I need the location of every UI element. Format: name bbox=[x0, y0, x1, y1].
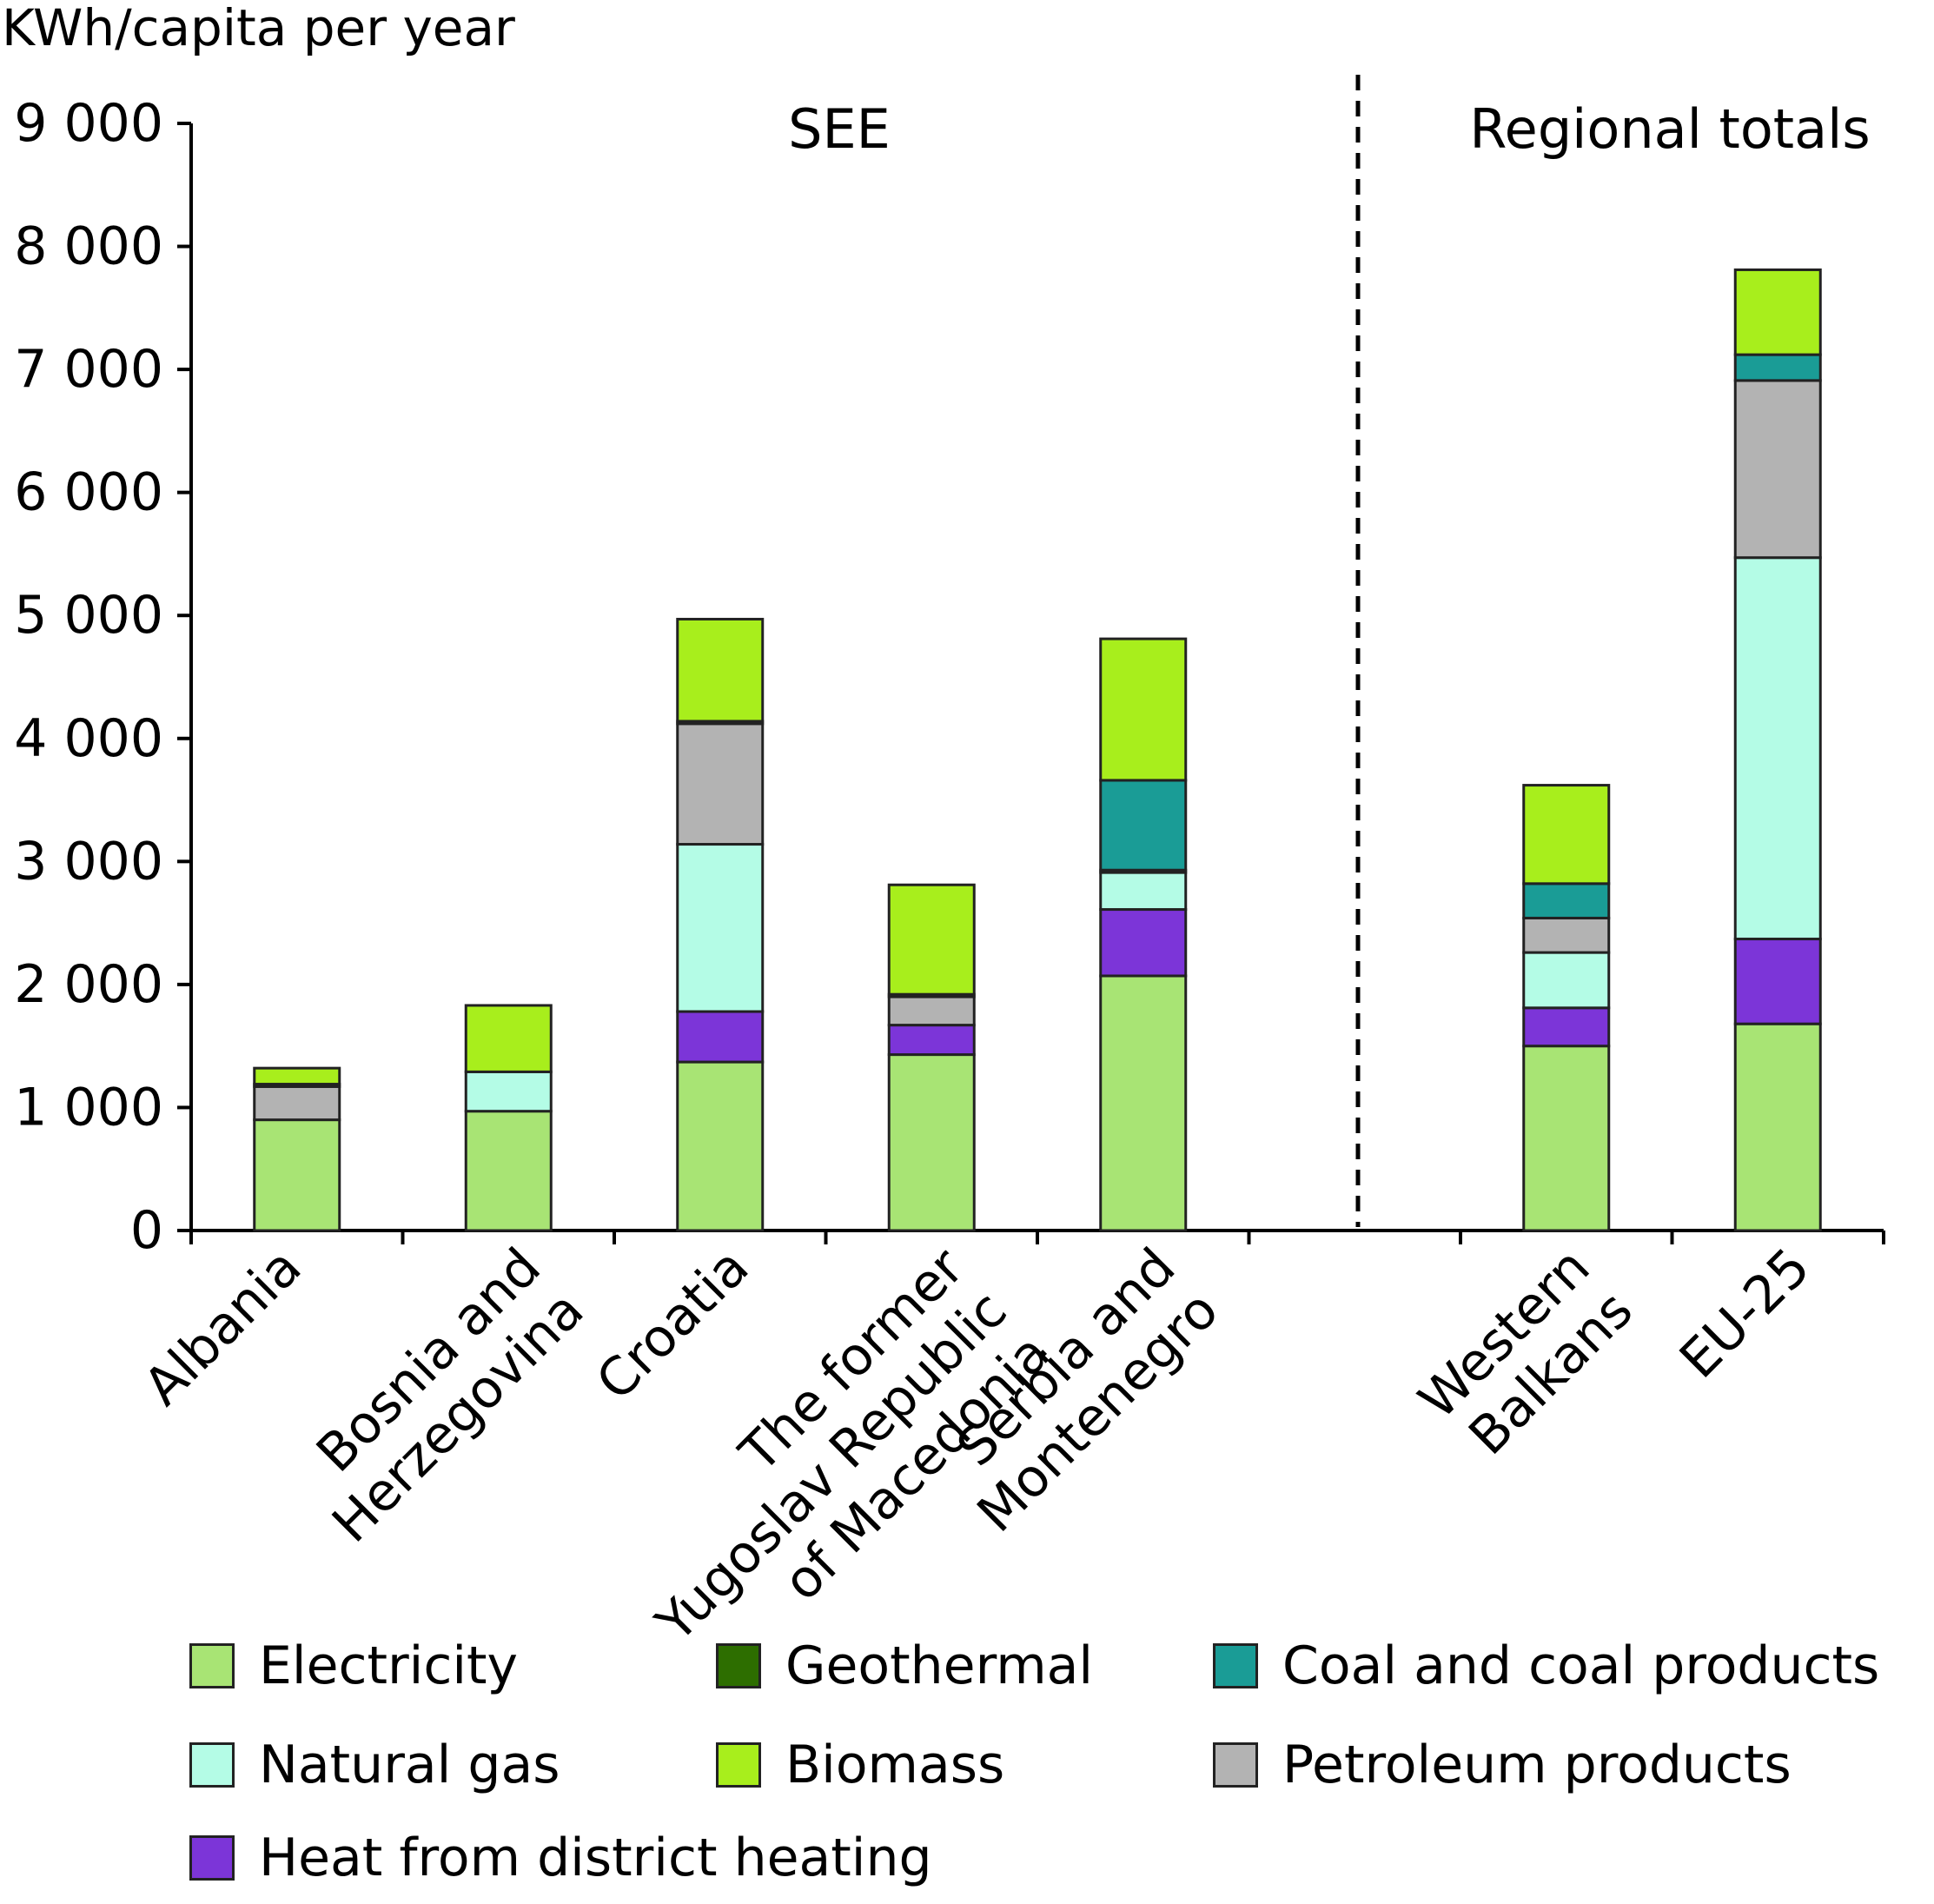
bar-segment bbox=[1522, 882, 1611, 919]
bar-stack bbox=[887, 883, 976, 1232]
x-axis bbox=[189, 1229, 1885, 1244]
bar-segment bbox=[464, 1070, 553, 1113]
x-tick-label: Croatia bbox=[585, 1237, 760, 1412]
bar-segment bbox=[464, 1110, 553, 1232]
bar-segment bbox=[887, 1024, 976, 1057]
bar-stack bbox=[1522, 784, 1611, 1232]
bar-stack bbox=[464, 1004, 553, 1232]
bar-segment bbox=[887, 995, 976, 1027]
bar-segment bbox=[1099, 974, 1188, 1232]
group-label-see: SEE bbox=[788, 97, 891, 161]
bar-segment bbox=[1522, 1045, 1611, 1232]
bar-segment bbox=[1733, 268, 1822, 356]
bar-segment bbox=[1099, 779, 1188, 872]
bar-segment bbox=[676, 1010, 765, 1064]
y-tick-label: 9 000 bbox=[14, 93, 163, 154]
bars bbox=[253, 268, 1822, 1232]
bar-segment bbox=[1099, 871, 1188, 912]
bar-segment bbox=[1733, 1022, 1822, 1232]
bar-segment bbox=[1733, 353, 1822, 382]
bar-stack bbox=[1733, 268, 1822, 1232]
bar-stack bbox=[253, 1066, 341, 1232]
y-tick-label: 4 000 bbox=[14, 708, 163, 769]
y-axis-label: KWh/capita per year bbox=[2, 0, 515, 57]
bar-segment bbox=[676, 722, 765, 846]
bar-segment bbox=[676, 617, 765, 723]
y-tick-label: 3 000 bbox=[14, 831, 163, 892]
bar-segment bbox=[887, 883, 976, 996]
bar-segment bbox=[464, 1004, 553, 1073]
bar-segment bbox=[253, 1118, 341, 1232]
bar-segment bbox=[676, 1060, 765, 1232]
x-tick-label: Albania bbox=[132, 1237, 313, 1417]
bar-segment bbox=[1733, 556, 1822, 941]
bar-segment bbox=[1733, 938, 1822, 1025]
bar-segment bbox=[676, 843, 765, 1013]
x-tick-label: Bosnia andHerzegovina bbox=[278, 1237, 595, 1554]
x-tick-label: WesternBalkans bbox=[1407, 1237, 1645, 1474]
bar-segment bbox=[1522, 951, 1611, 1010]
y-tick-label: 8 000 bbox=[14, 216, 163, 277]
bar-segment bbox=[1099, 908, 1188, 978]
bar-segment bbox=[1733, 379, 1822, 560]
bar-stack bbox=[1099, 637, 1188, 1232]
bar-stack bbox=[676, 617, 765, 1232]
bar-segment bbox=[1522, 784, 1611, 886]
bar-segment bbox=[253, 1085, 341, 1122]
y-axis: 0 1 000 2 000 3 000 4 000 5 000 6 000 7 000 8 00… bbox=[14, 93, 193, 1261]
y-tick-label: 7 000 bbox=[14, 339, 163, 400]
bar-segment bbox=[1522, 1006, 1611, 1048]
y-tick-label: 6 000 bbox=[14, 462, 163, 523]
bar-segment bbox=[887, 1053, 976, 1232]
y-tick-label: 2 000 bbox=[14, 954, 163, 1015]
y-tick-label: 1 000 bbox=[14, 1077, 163, 1138]
bar-segment bbox=[253, 1066, 341, 1086]
x-tick-label: EU-25 bbox=[1668, 1237, 1822, 1390]
group-label-regional-totals: Regional totals bbox=[1469, 97, 1870, 161]
bar-segment bbox=[1099, 637, 1188, 782]
y-tick-label: 5 000 bbox=[14, 585, 163, 646]
bar-segment bbox=[1522, 916, 1611, 954]
y-tick-label: 0 bbox=[130, 1200, 163, 1261]
